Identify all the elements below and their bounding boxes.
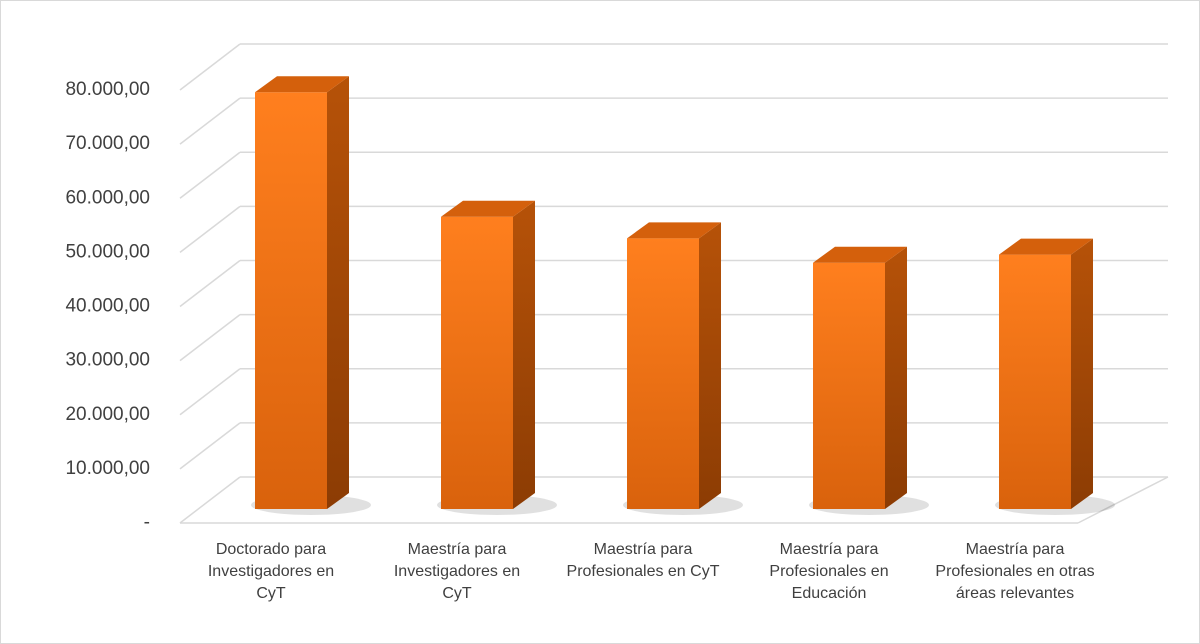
bar bbox=[999, 254, 1071, 509]
x-tick-label: Maestría para Profesionales en otras áre… bbox=[935, 541, 1095, 602]
grid-line-side bbox=[179, 314, 241, 362]
y-tick-label: 10.000,00 bbox=[65, 458, 150, 479]
bar-side bbox=[327, 76, 349, 510]
bar-top bbox=[999, 238, 1093, 255]
y-tick-label: 80.000,00 bbox=[65, 79, 150, 100]
bar-side bbox=[885, 246, 907, 509]
y-tick-label: - bbox=[144, 512, 150, 533]
grid-line-side bbox=[179, 97, 241, 145]
grid-line-side bbox=[179, 151, 241, 199]
y-tick-label: 70.000,00 bbox=[65, 133, 150, 154]
bar-side bbox=[699, 222, 721, 509]
bar-top bbox=[627, 222, 721, 239]
x-tick-label: Maestría para Profesionales en CyT bbox=[566, 541, 720, 580]
grid-line-side bbox=[179, 368, 241, 416]
grid-line-side bbox=[179, 422, 241, 470]
bar bbox=[627, 238, 699, 509]
floor-edge bbox=[1077, 476, 1169, 524]
y-tick-label: 50.000,00 bbox=[65, 241, 150, 262]
x-tick-label: Maestría para Profesionales en Educación bbox=[769, 541, 889, 602]
x-tick-label: Doctorado para Investigadores en CyT bbox=[207, 541, 335, 602]
grid-line-side bbox=[179, 205, 241, 253]
bar-side bbox=[513, 200, 535, 509]
grid-line-side bbox=[179, 476, 241, 524]
y-tick-label: 30.000,00 bbox=[65, 350, 150, 371]
bar bbox=[813, 262, 885, 509]
bar-side bbox=[1071, 238, 1093, 510]
bar-top bbox=[441, 200, 535, 217]
bar-top bbox=[255, 76, 349, 93]
y-tick-label: 40.000,00 bbox=[65, 296, 150, 317]
grid-line-side bbox=[179, 259, 241, 308]
bar-top bbox=[813, 246, 907, 263]
grid-line-side bbox=[179, 43, 241, 91]
y-tick-label: 20.000,00 bbox=[65, 404, 150, 425]
x-tick-label: Maestría para Investigadores en CyT bbox=[393, 541, 521, 602]
bar bbox=[441, 216, 513, 509]
y-tick-label: 60.000,00 bbox=[65, 187, 150, 208]
bar bbox=[255, 92, 327, 510]
